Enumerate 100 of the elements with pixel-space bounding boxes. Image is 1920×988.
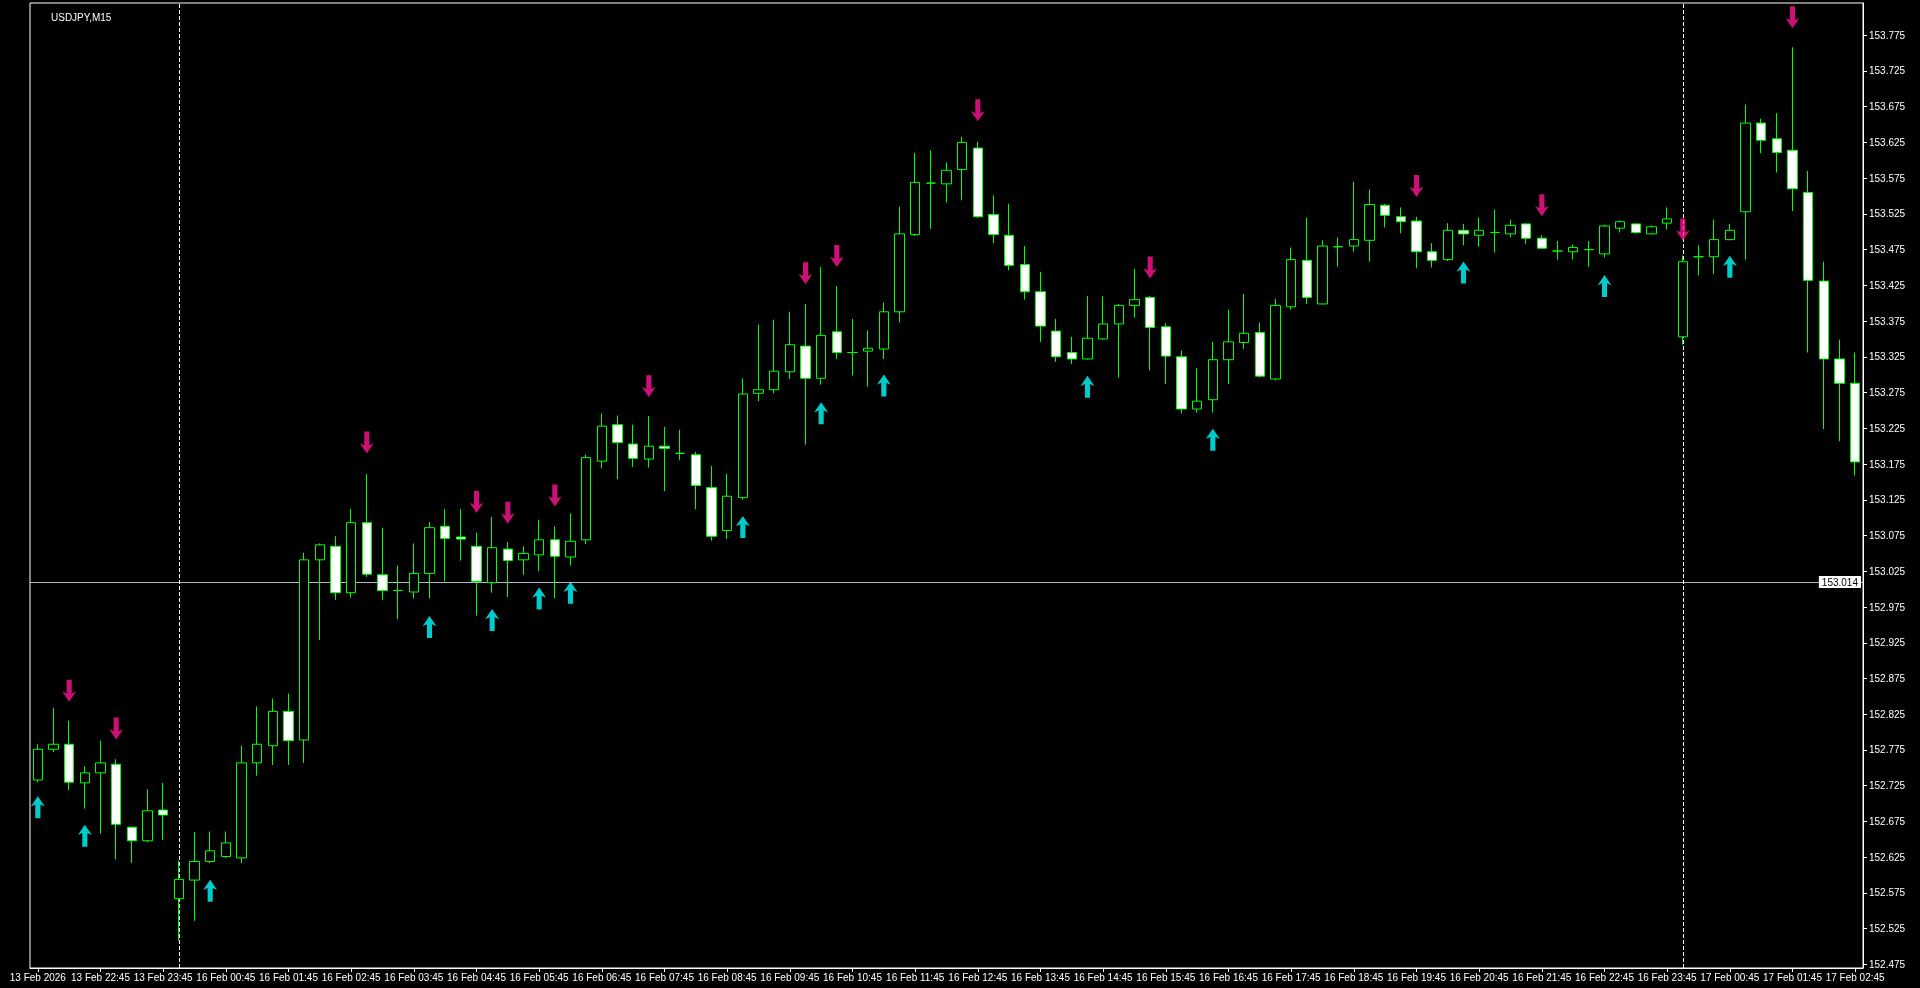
x-tick-label: 16 Feb 10:45 bbox=[823, 971, 883, 983]
candlestick bbox=[847, 318, 858, 376]
y-tick-label: 152.825 bbox=[1869, 708, 1906, 720]
candlestick bbox=[1270, 298, 1281, 381]
candlestick bbox=[315, 542, 325, 641]
x-tick-label: 16 Feb 17:45 bbox=[1261, 971, 1322, 983]
candlestick bbox=[863, 329, 873, 388]
candlestick bbox=[1145, 295, 1155, 371]
candlestick bbox=[738, 377, 748, 501]
x-tick-label: 16 Feb 23:45 bbox=[1637, 971, 1698, 983]
candlestick bbox=[1458, 223, 1469, 246]
x-tick-label: 16 Feb 19:45 bbox=[1387, 971, 1447, 983]
candlestick bbox=[565, 512, 576, 567]
candlestick bbox=[1803, 170, 1813, 354]
x-tick-label: 16 Feb 16:45 bbox=[1199, 971, 1259, 983]
y-tick-label: 152.575 bbox=[1869, 887, 1906, 899]
x-tick-label: 16 Feb 15:45 bbox=[1136, 971, 1196, 983]
candlestick bbox=[111, 758, 121, 860]
candlestick bbox=[691, 451, 701, 510]
candlestick bbox=[268, 698, 278, 766]
x-tick-label: 13 Feb 22:45 bbox=[71, 971, 131, 983]
candlestick bbox=[1725, 223, 1735, 241]
candlestick bbox=[941, 161, 952, 203]
candlestick bbox=[1364, 189, 1375, 263]
candlestick bbox=[503, 541, 513, 598]
candlestick bbox=[1333, 236, 1343, 268]
candlestick bbox=[1396, 206, 1406, 234]
candlestick bbox=[1646, 224, 1657, 236]
candlestick bbox=[1004, 203, 1014, 271]
candlestick bbox=[64, 720, 74, 791]
candlestick bbox=[1286, 246, 1296, 311]
candlestick bbox=[1176, 349, 1187, 414]
candlestick bbox=[1051, 318, 1061, 363]
candlestick bbox=[283, 693, 294, 766]
candlestick bbox=[973, 141, 983, 219]
y-tick-label: 153.425 bbox=[1869, 279, 1906, 291]
y-tick-label: 153.625 bbox=[1869, 136, 1906, 148]
y-tick-label: 153.075 bbox=[1869, 530, 1906, 542]
x-tick-label: 17 Feb 01:45 bbox=[1763, 971, 1823, 983]
x-tick-label: 16 Feb 06:45 bbox=[572, 971, 632, 983]
candlestick bbox=[487, 516, 497, 594]
x-tick-label: 13 Feb 2026 bbox=[9, 971, 67, 983]
candlestick bbox=[471, 532, 482, 617]
candlestick bbox=[988, 194, 999, 244]
x-tick-label: 16 Feb 09:45 bbox=[760, 971, 820, 983]
candlestick bbox=[1255, 322, 1265, 379]
y-tick-label: 153.025 bbox=[1869, 565, 1906, 577]
y-tick-label: 153.725 bbox=[1869, 65, 1906, 77]
candlestick bbox=[1223, 309, 1234, 385]
candlestick bbox=[1521, 222, 1531, 245]
x-tick-label: 16 Feb 02:45 bbox=[321, 971, 382, 983]
candlestick bbox=[424, 521, 435, 599]
candlestick bbox=[456, 508, 466, 562]
candlestick bbox=[48, 707, 59, 753]
candlestick bbox=[377, 527, 388, 601]
candlestick bbox=[299, 552, 309, 764]
candlestick bbox=[800, 303, 811, 446]
x-tick-label: 16 Feb 04:45 bbox=[447, 971, 507, 983]
candlestick bbox=[1020, 245, 1030, 301]
candlestick bbox=[80, 765, 90, 810]
candlestick bbox=[346, 508, 356, 599]
x-tick-label: 16 Feb 18:45 bbox=[1324, 971, 1384, 983]
y-tick-label: 152.725 bbox=[1869, 780, 1906, 792]
candlestick bbox=[1317, 239, 1328, 306]
x-tick-label: 17 Feb 00:45 bbox=[1700, 971, 1760, 983]
text: USDJPY,M15 bbox=[51, 11, 112, 23]
x-tick-label: 13 Feb 23:45 bbox=[133, 971, 194, 983]
ref-line-label: 153.014 bbox=[1821, 576, 1859, 588]
x-tick-label: 16 Feb 21:45 bbox=[1512, 971, 1572, 983]
candlestick bbox=[1662, 206, 1672, 231]
candlestick bbox=[816, 266, 826, 386]
x-tick-label: 16 Feb 03:45 bbox=[384, 971, 444, 983]
candlestick bbox=[205, 830, 215, 864]
y-tick-label: 153.775 bbox=[1869, 29, 1906, 41]
candlestick bbox=[362, 473, 372, 578]
candlestick bbox=[1098, 295, 1108, 341]
candlestick bbox=[957, 136, 967, 201]
candlestick bbox=[409, 542, 419, 599]
candlestick bbox=[440, 508, 450, 582]
candlestick bbox=[127, 825, 137, 864]
candlestick bbox=[722, 473, 732, 540]
candlestick bbox=[1380, 203, 1390, 228]
candlestick bbox=[910, 152, 920, 237]
candlestick bbox=[1834, 339, 1845, 442]
candlestick bbox=[189, 831, 200, 922]
y-tick-label: 153.225 bbox=[1869, 422, 1906, 434]
candlestick bbox=[1850, 352, 1860, 476]
candlestick bbox=[926, 149, 936, 230]
y-tick-label: 153.475 bbox=[1869, 244, 1906, 256]
candlestick bbox=[1192, 367, 1202, 414]
candlestick bbox=[1584, 240, 1594, 268]
y-tick-label: 153.125 bbox=[1869, 494, 1906, 506]
y-tick-label: 153.325 bbox=[1869, 351, 1906, 363]
candlestick bbox=[330, 535, 341, 601]
x-tick-label: 16 Feb 14:45 bbox=[1073, 971, 1134, 983]
candlestick bbox=[1615, 219, 1625, 233]
candlestick bbox=[1552, 240, 1563, 261]
candlestick bbox=[1411, 216, 1422, 269]
x-tick-label: 16 Feb 20:45 bbox=[1449, 971, 1510, 983]
y-tick-label: 152.475 bbox=[1869, 958, 1906, 970]
